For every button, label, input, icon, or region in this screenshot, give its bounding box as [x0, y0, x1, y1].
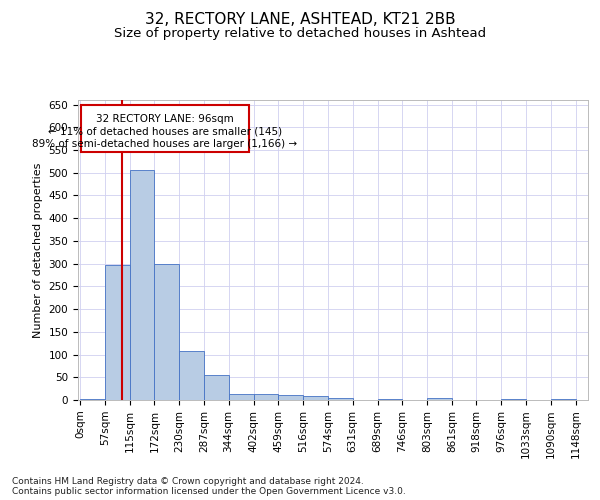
Bar	[427, 398, 452, 400]
Bar	[254, 394, 278, 400]
Bar	[130, 170, 154, 400]
Bar	[229, 394, 254, 400]
Text: ← 11% of detached houses are smaller (145): ← 11% of detached houses are smaller (14…	[48, 126, 282, 136]
Bar	[303, 396, 328, 400]
Text: Contains public sector information licensed under the Open Government Licence v3: Contains public sector information licen…	[12, 487, 406, 496]
Text: 89% of semi-detached houses are larger (1,166) →: 89% of semi-detached houses are larger (…	[32, 139, 298, 149]
Text: 32, RECTORY LANE, ASHTEAD, KT21 2BB: 32, RECTORY LANE, ASHTEAD, KT21 2BB	[145, 12, 455, 28]
Bar	[80, 399, 105, 400]
Text: Contains HM Land Registry data © Crown copyright and database right 2024.: Contains HM Land Registry data © Crown c…	[12, 477, 364, 486]
Bar	[377, 398, 402, 400]
Y-axis label: Number of detached properties: Number of detached properties	[33, 162, 43, 338]
Bar	[551, 399, 575, 400]
Text: 32 RECTORY LANE: 96sqm: 32 RECTORY LANE: 96sqm	[96, 114, 233, 124]
Bar	[278, 394, 303, 400]
Bar	[105, 265, 130, 400]
Bar	[179, 352, 204, 400]
Bar	[81, 106, 248, 152]
Bar	[204, 376, 229, 400]
Bar	[154, 264, 179, 400]
Bar	[328, 398, 353, 400]
Bar	[502, 399, 526, 400]
Text: Size of property relative to detached houses in Ashtead: Size of property relative to detached ho…	[114, 28, 486, 40]
